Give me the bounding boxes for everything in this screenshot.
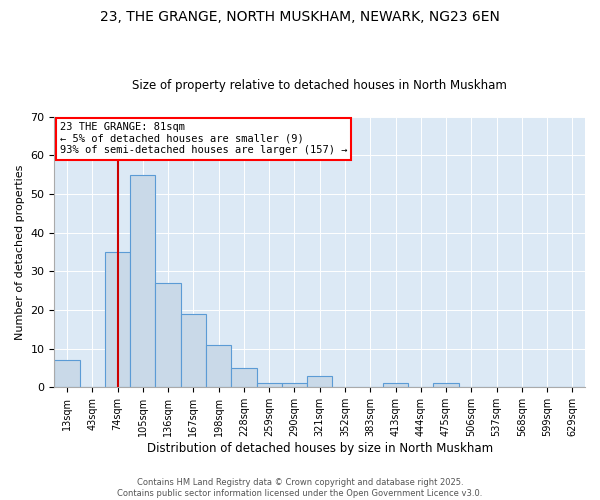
Title: Size of property relative to detached houses in North Muskham: Size of property relative to detached ho… — [132, 79, 507, 92]
Bar — [155, 283, 181, 388]
Bar — [181, 314, 206, 388]
Bar — [206, 345, 231, 388]
Bar — [307, 376, 332, 388]
Bar — [130, 175, 155, 388]
Y-axis label: Number of detached properties: Number of detached properties — [15, 164, 25, 340]
Bar — [55, 360, 80, 388]
Bar — [231, 368, 257, 388]
Bar — [383, 384, 408, 388]
Bar — [105, 252, 130, 388]
Bar — [433, 384, 458, 388]
Bar — [257, 384, 282, 388]
Bar — [282, 384, 307, 388]
Text: Contains HM Land Registry data © Crown copyright and database right 2025.
Contai: Contains HM Land Registry data © Crown c… — [118, 478, 482, 498]
X-axis label: Distribution of detached houses by size in North Muskham: Distribution of detached houses by size … — [146, 442, 493, 455]
Text: 23 THE GRANGE: 81sqm
← 5% of detached houses are smaller (9)
93% of semi-detache: 23 THE GRANGE: 81sqm ← 5% of detached ho… — [60, 122, 347, 156]
Text: 23, THE GRANGE, NORTH MUSKHAM, NEWARK, NG23 6EN: 23, THE GRANGE, NORTH MUSKHAM, NEWARK, N… — [100, 10, 500, 24]
